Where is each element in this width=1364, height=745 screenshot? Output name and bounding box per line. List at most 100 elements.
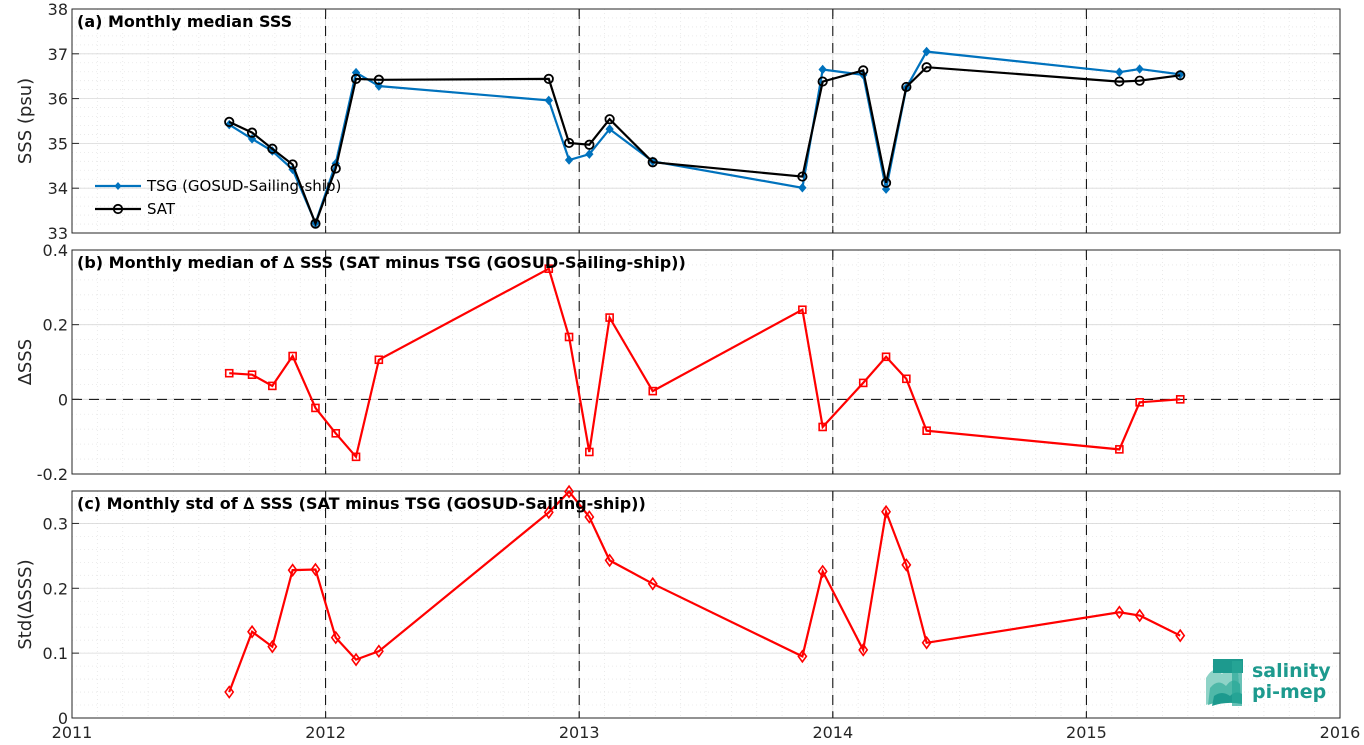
x-tick-label: 2011 [52,723,93,742]
y-axis-label: ∆SSS [15,339,36,386]
salinity-pi-mep-logo: salinity pi-mep [1206,659,1331,706]
logo-line-2: pi-mep [1252,681,1326,703]
data-point [247,624,258,639]
data-point [648,386,658,396]
axes-frame [71,249,1341,475]
data-point [1114,76,1125,87]
series-delta-sss [224,264,1185,462]
data-point [310,562,321,577]
data-point [798,182,807,193]
data-point [585,149,594,159]
data-point [1114,605,1125,620]
y-tick-label: 38 [48,0,68,19]
data-point [1135,398,1144,407]
data-point [287,563,298,577]
logo-line-1: salinity [1252,660,1331,682]
data-point [350,73,362,84]
data-point [818,64,827,75]
data-point [544,264,554,273]
y-axis-label: Std(∆SSS) [15,559,36,649]
data-point [331,429,341,438]
data-point [647,157,658,168]
y-tick-label: 37 [48,45,68,64]
panel-title: (b) Monthly median of ∆ SSS (SAT minus T… [77,253,686,272]
data-point [543,73,554,84]
data-point [604,553,615,568]
data-point [374,355,384,365]
y-tick-label: 36 [48,90,68,109]
data-point [818,422,827,432]
panel-b: -0.2 0 0.2 0.4 ∆SSS (b) Monthly median of ∆ S… [15,241,1341,484]
data-point [1175,395,1185,404]
data-point [310,218,321,229]
legend-label: TSG (GOSUD-Sailing-ship) [146,177,341,195]
data-point [351,452,361,462]
y-tick-label: 0.3 [43,514,68,533]
data-point [921,62,932,73]
data-point [1135,64,1144,74]
y-tick-label: -0.2 [37,465,68,484]
data-point [224,368,234,378]
data-point [247,370,257,379]
series-line [228,66,1181,227]
x-tick-label: 2014 [812,723,853,742]
data-point [564,332,574,342]
data-point [798,305,807,315]
y-tick-label: 0.1 [43,644,68,663]
data-point [1175,70,1186,81]
data-point [246,127,258,138]
series-delta-sss [224,484,1186,699]
data-point [1134,608,1145,623]
data-point [585,447,594,457]
data-point [224,685,235,699]
panel-title: (a) Monthly median SSS [77,12,292,31]
data-point [922,426,931,435]
y-tick-label: 0 [58,390,68,409]
series-line [229,267,1181,460]
data-point [288,351,297,361]
data-point [881,504,892,519]
x-tick-label: 2016 [1320,723,1361,742]
axes-frame [71,8,1341,234]
data-point [881,352,891,362]
data-point [311,403,320,413]
axes-frame [71,490,1341,719]
data-point [817,76,828,87]
data-point [330,163,341,174]
y-tick-label: 0.2 [43,316,68,335]
data-point [1115,445,1124,454]
data-point [901,81,912,93]
data-point [267,143,278,154]
data-point [817,564,828,579]
x-tick-label: 2013 [559,723,600,742]
legend: TSG (GOSUD-Sailing-ship) SAT [95,177,341,218]
data-point [564,484,575,499]
data-point [564,155,574,165]
y-tick-label: 0 [58,709,68,728]
data-point [858,378,868,388]
data-point [543,505,554,520]
data-point [351,652,362,667]
data-point [584,510,595,524]
data-point [858,643,869,657]
x-tick-label: 2012 [305,723,346,742]
data-point [1134,75,1145,86]
series-sat [224,62,1186,229]
data-point [373,74,384,85]
data-point [858,65,869,76]
data-point [287,159,298,170]
data-point [1176,69,1185,80]
data-point [330,630,341,645]
panel-title: (c) Monthly std of ∆ SSS (SAT minus TSG … [77,494,646,513]
x-tick-label: 2015 [1066,723,1107,742]
y-tick-label: 0.4 [43,241,68,260]
data-point [267,639,278,654]
data-point [373,644,384,659]
y-tick-label: 0.2 [43,579,68,598]
data-point [901,558,912,572]
data-point [563,137,575,149]
data-point [647,576,658,591]
wave-logo-icon [1206,659,1243,706]
data-point [1175,628,1186,643]
